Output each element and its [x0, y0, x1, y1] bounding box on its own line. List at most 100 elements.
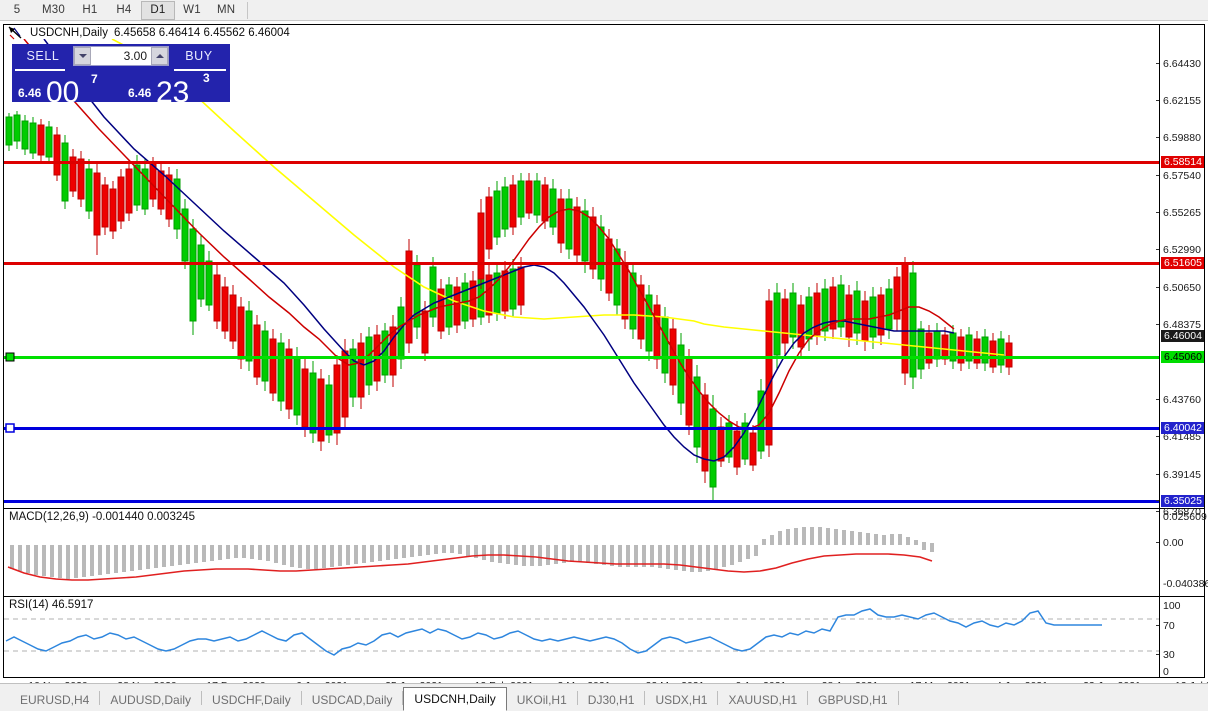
price-tick: 6.59880: [1156, 133, 1201, 144]
tab-usdx-h1[interactable]: USDX,H1: [655, 693, 708, 707]
tab-xauusd-h1[interactable]: XAUUSD,H1: [728, 693, 798, 707]
rsi-line: [5, 608, 1102, 656]
tab-separator: [644, 690, 646, 705]
tab-dj30-h1[interactable]: DJ30,H1: [587, 693, 635, 707]
tab-gbpusd-h1[interactable]: GBPUSD,H1: [818, 693, 888, 707]
sell-button[interactable]: SELL: [15, 46, 71, 66]
price-chart-plot[interactable]: [4, 39, 1159, 507]
candlestick-canvas: [4, 39, 1159, 503]
support-handle-640042: [5, 423, 15, 433]
tab-separator: [402, 690, 404, 705]
ma-slow-line: [111, 39, 1005, 356]
oct-top-row: SELL 3.00 BUY: [12, 44, 230, 68]
support-handle-645060: [5, 352, 15, 362]
buy-price-main: 23: [156, 76, 190, 103]
current-price-label: 6.46004: [1161, 330, 1204, 342]
macd-signal-line: [7, 553, 933, 581]
volume-value[interactable]: 3.00: [123, 49, 147, 63]
price-tick: 6.41485: [1156, 432, 1201, 443]
one-click-trading-panel[interactable]: SELL 3.00 BUY: [12, 44, 230, 102]
ma-mid-line: [43, 39, 955, 462]
chevron-up-icon: [155, 54, 164, 58]
price-tick: 6.57540: [1156, 171, 1201, 182]
price-tick: 6.39145: [1156, 470, 1201, 481]
tab-eurusd-h4[interactable]: EURUSD,H4: [20, 693, 90, 707]
timeframe-toolbar: 5 M30 H1 H4 D1 W1 MN: [0, 0, 1208, 21]
price-scale[interactable]: 6.64430 6.62155 6.59880 6.57540 6.55265 …: [1156, 25, 1208, 678]
timeframe-w1[interactable]: W1: [183, 4, 201, 16]
rsi-tick: 70: [1156, 621, 1175, 632]
rsi-tick: 0: [1163, 666, 1169, 678]
price-tick: 6.62155: [1156, 96, 1201, 107]
oct-price-row: 6.46 00 7 6.46 23 3: [12, 68, 230, 102]
buy-price-fraction: 3: [203, 71, 210, 85]
resistance-price-label: 6.58514: [1161, 156, 1204, 168]
date-axis-divider: [4, 677, 1204, 678]
rsi-tick: 30: [1156, 650, 1175, 661]
macd-panel-divider-top: [4, 508, 1204, 509]
chart-tab-bar: EURUSD,H4 AUDUSD,Daily USDCHF,Daily USDC…: [0, 683, 1208, 711]
timeframe-m5[interactable]: 5: [13, 4, 21, 16]
macd-histogram: [10, 527, 934, 579]
macd-tick: -0.040386: [1163, 578, 1208, 590]
tab-separator: [99, 690, 101, 705]
resistance-price-label: 6.51605: [1161, 257, 1204, 269]
sell-price-main: 00: [46, 76, 80, 103]
chart-window: USDCNH,Daily 6.45658 6.46414 6.45562 6.4…: [3, 24, 1208, 698]
resistance-line-658514: [4, 161, 1159, 164]
chevron-down-icon: [78, 54, 87, 58]
sell-price-prefix: 6.46: [18, 86, 42, 100]
tab-usdchf-daily[interactable]: USDCHF,Daily: [212, 693, 291, 707]
support-price-label: 6.40042: [1161, 422, 1204, 434]
price-tick: 6.55265: [1156, 208, 1201, 219]
crosshair-icon: [8, 26, 22, 40]
macd-tick: 0.00: [1156, 538, 1183, 549]
sell-price-block[interactable]: 6.46 00 7: [12, 68, 118, 102]
price-tick: 6.48375: [1156, 320, 1201, 331]
timeframe-d1[interactable]: D1: [140, 0, 175, 20]
price-tick: 6.52990: [1156, 245, 1201, 256]
support-line-640042: [4, 427, 1159, 430]
macd-plot[interactable]: MACD(12,26,9) -0.001440 0.003245: [4, 509, 1159, 594]
tab-ukoil-h1[interactable]: UKOil,H1: [516, 693, 567, 707]
chart-header: USDCNH,Daily 6.45658 6.46414 6.45562 6.4…: [4, 25, 290, 41]
volume-stepper[interactable]: 3.00: [73, 46, 169, 66]
timeframe-m30[interactable]: M30: [42, 4, 65, 16]
pivot-price-label: 6.45060: [1161, 351, 1204, 363]
tab-usdcnh-daily[interactable]: USDCNH,Daily: [403, 687, 507, 711]
volume-decrease-button[interactable]: [74, 47, 91, 65]
support-line-645060: [4, 356, 1159, 359]
tab-audusd-daily[interactable]: AUDUSD,Daily: [110, 693, 192, 707]
tab-separator: [576, 690, 578, 705]
buy-price-block[interactable]: 6.46 23 3: [124, 68, 230, 102]
rsi-canvas: [4, 608, 1159, 656]
rsi-tick: 100: [1163, 600, 1181, 612]
timeframe-h4[interactable]: H4: [116, 4, 132, 16]
buy-underline: [174, 69, 226, 71]
timeframe-mn[interactable]: MN: [216, 4, 236, 16]
sell-price-fraction: 7: [91, 72, 98, 86]
rsi-panel-divider-top: [4, 596, 1204, 597]
macd-canvas: [7, 527, 934, 581]
price-tick: 6.36870: [1156, 507, 1201, 518]
tab-usdcad-daily[interactable]: USDCAD,Daily: [311, 693, 393, 707]
price-scale-axis-line: [1159, 25, 1160, 677]
price-tick: 6.50650: [1156, 283, 1201, 294]
toolbar-separator: [247, 1, 249, 19]
rsi-indicator-label: RSI(14) 46.5917: [9, 599, 94, 611]
chart-symbol-label: USDCNH,Daily: [30, 27, 108, 39]
sell-underline: [15, 69, 65, 71]
ma-fast-line: [23, 39, 955, 430]
tab-separator: [897, 690, 899, 705]
buy-price-prefix: 6.46: [128, 86, 152, 100]
price-tick: 6.64430: [1156, 59, 1201, 70]
chart-ohlc-values: 6.45658 6.46414 6.45562 6.46004: [113, 27, 290, 39]
macd-indicator-label: MACD(12,26,9) -0.001440 0.003245: [9, 511, 196, 523]
buy-button[interactable]: BUY: [171, 46, 227, 66]
support-line-635025: [4, 500, 1159, 503]
volume-increase-button[interactable]: [151, 47, 168, 65]
price-tick: 6.43760: [1156, 395, 1201, 406]
rsi-plot[interactable]: RSI(14) 46.5917: [4, 597, 1159, 677]
timeframe-h1[interactable]: H1: [82, 4, 98, 16]
macd-tick: 0.025609: [1163, 511, 1207, 523]
